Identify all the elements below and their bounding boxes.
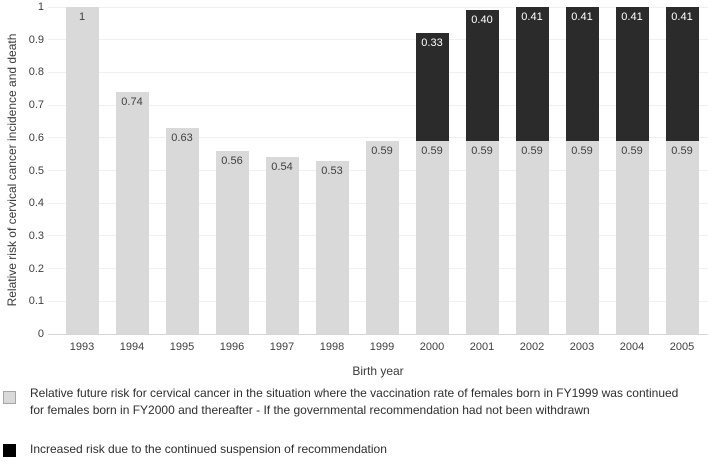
bar-value-label-increase: 0.41 (671, 11, 693, 23)
y-tick-label: 0.3 (28, 229, 44, 242)
bar-value-label-base: 0.56 (221, 154, 243, 167)
x-tick-label: 1997 (269, 341, 295, 353)
bar-value-label-base: 0.63 (171, 131, 193, 144)
gridline (48, 6, 708, 8)
x-tick-label: 1996 (219, 341, 245, 353)
y-tick-label: 0.5 (28, 164, 44, 177)
y-tick-label: 0.1 (28, 295, 44, 308)
bar-segment-base (565, 141, 599, 334)
bar-segment-increase (565, 7, 599, 142)
legend-label: Relative future risk for cervical cancer… (30, 386, 679, 417)
bar-value-label-increase: 0.41 (571, 11, 593, 23)
y-tick-label: 0.8 (28, 66, 44, 79)
legend-label: Increased risk due to the continued susp… (30, 442, 387, 456)
bar-segment-base (115, 92, 149, 334)
bar-segment-increase (665, 7, 699, 142)
x-tick-label: 2004 (619, 341, 645, 353)
bar-segment-increase (465, 10, 499, 142)
bar-value-label-base: 0.74 (121, 96, 143, 109)
y-tick-label: 0.7 (28, 99, 44, 112)
bar-value-label-base: 0.59 (371, 145, 393, 158)
gridline (48, 71, 708, 73)
gridline (48, 333, 708, 335)
x-tick-label: 1998 (319, 341, 345, 353)
bar-value-label-increase: 0.40 (471, 14, 493, 27)
bar-segment-base (265, 157, 299, 334)
x-tick-label: 1993 (69, 341, 95, 353)
bar-value-label-base: 0.54 (271, 161, 293, 174)
bar-segment-base (665, 141, 699, 334)
y-tick-label: 0 (37, 328, 44, 340)
bar-segment-base (515, 141, 549, 334)
x-tick-label: 1999 (369, 341, 395, 353)
x-tick-label: 1995 (169, 341, 195, 353)
bar-value-label-base: 0.59 (471, 145, 493, 158)
bar-segment-increase (515, 7, 549, 142)
bar-segment-base (365, 141, 399, 334)
x-tick-label: 2005 (669, 341, 695, 353)
bar-segment-base (615, 141, 649, 334)
bar-value-label-increase: 0.41 (521, 11, 543, 23)
legend-swatch-gray (3, 391, 16, 404)
bar-value-label-base: 0.59 (621, 145, 643, 158)
x-tick-label: 1994 (119, 341, 145, 353)
bar-segment-base (465, 141, 499, 334)
bar-value-label-increase: 0.41 (621, 11, 643, 23)
bar-segment-increase (615, 7, 649, 142)
x-tick-label: 2002 (519, 341, 545, 353)
bar-segment-increase (415, 33, 449, 142)
x-tick-label: 2003 (569, 341, 595, 353)
x-axis-title: Birth year (352, 364, 404, 378)
bar-value-label-increase: 0.33 (421, 37, 443, 50)
y-tick-label: 0.6 (28, 131, 44, 144)
gridline (48, 104, 708, 106)
legend-swatch-black (3, 444, 16, 457)
y-tick-label: 0.9 (28, 33, 44, 46)
gridline (48, 39, 708, 41)
bar-segment-base (165, 127, 199, 334)
y-tick-label: 1 (37, 1, 44, 13)
y-tick-label: 0.4 (28, 197, 44, 210)
bar-segment-base (415, 141, 449, 334)
x-tick-label: 2001 (469, 341, 495, 353)
bar-value-label-base: 0.59 (421, 145, 443, 158)
y-tick-label: 0.2 (28, 262, 44, 275)
bar-value-label-base: 0.59 (571, 145, 593, 158)
bar-value-label-base: 0.59 (521, 145, 543, 158)
x-tick-label: 2000 (419, 341, 445, 353)
bar-segment-base (215, 150, 249, 334)
bar-segment-base (315, 160, 349, 334)
bar-value-label-base: 1 (78, 11, 86, 23)
bar-segment-base (65, 7, 99, 334)
bar-value-label-base: 0.53 (321, 164, 343, 177)
bar-value-label-base: 0.59 (671, 145, 693, 158)
gridline (48, 137, 708, 139)
